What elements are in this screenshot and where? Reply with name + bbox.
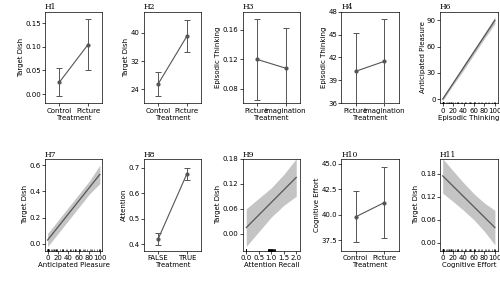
Y-axis label: Target Dish: Target Dish bbox=[18, 38, 24, 77]
Y-axis label: Target Dish: Target Dish bbox=[413, 185, 419, 224]
Text: H8: H8 bbox=[144, 151, 156, 158]
Text: H1: H1 bbox=[45, 3, 56, 12]
Text: H7: H7 bbox=[45, 151, 56, 158]
Text: H2: H2 bbox=[144, 3, 156, 12]
Y-axis label: Anticipated Pleasure: Anticipated Pleasure bbox=[420, 22, 426, 93]
Y-axis label: Target Dish: Target Dish bbox=[22, 185, 28, 224]
Text: H3: H3 bbox=[242, 3, 254, 12]
Y-axis label: Episodic Thinking: Episodic Thinking bbox=[321, 27, 327, 88]
Y-axis label: Cognitive Effort: Cognitive Effort bbox=[314, 177, 320, 232]
Text: H4: H4 bbox=[342, 3, 353, 12]
Y-axis label: Target Dish: Target Dish bbox=[124, 38, 130, 77]
Y-axis label: Target Dish: Target Dish bbox=[215, 185, 221, 224]
Text: H6: H6 bbox=[440, 3, 452, 12]
Text: H9: H9 bbox=[242, 151, 254, 158]
X-axis label: Treatment: Treatment bbox=[254, 115, 289, 121]
Y-axis label: Episodic Thinking: Episodic Thinking bbox=[215, 27, 221, 88]
X-axis label: Episodic Thinking: Episodic Thinking bbox=[438, 115, 500, 121]
X-axis label: Cognitive Effort: Cognitive Effort bbox=[442, 262, 496, 268]
X-axis label: Attention Recall: Attention Recall bbox=[244, 262, 299, 268]
X-axis label: Treatment: Treatment bbox=[352, 115, 388, 121]
Y-axis label: Attention: Attention bbox=[121, 188, 127, 221]
X-axis label: Treatment: Treatment bbox=[352, 262, 388, 268]
Text: H11: H11 bbox=[440, 151, 456, 158]
X-axis label: Treatment: Treatment bbox=[154, 115, 190, 121]
Text: H10: H10 bbox=[342, 151, 357, 158]
X-axis label: Anticipated Pleasure: Anticipated Pleasure bbox=[38, 262, 110, 268]
X-axis label: Treatment: Treatment bbox=[56, 115, 92, 121]
X-axis label: Treatment: Treatment bbox=[154, 262, 190, 268]
